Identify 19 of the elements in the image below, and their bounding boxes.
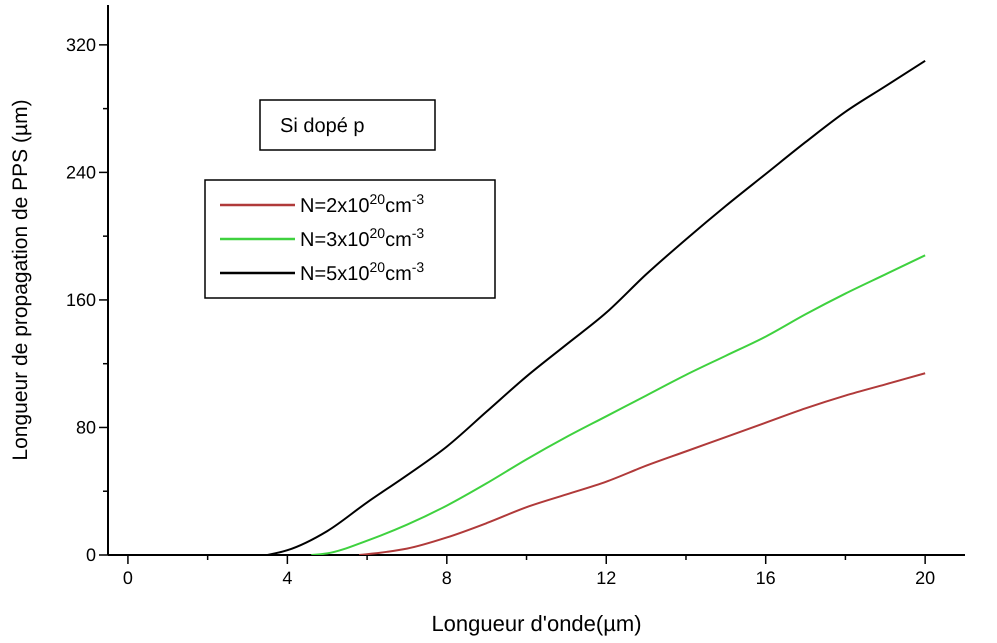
x-tick-label: 12 — [596, 568, 616, 588]
line-series — [358, 372, 926, 555]
legend-label: N=2x10$^{20}$cm$^{-3}$ — [300, 191, 424, 217]
y-tick-label: 80 — [76, 417, 96, 438]
legend-label: N=3x10$^{20}$cm$^{-3}$ — [300, 225, 424, 251]
x-tick-label: 16 — [756, 568, 776, 588]
x-axis-title: Longueur d'onde(µm) — [431, 611, 642, 636]
x-tick-label: 8 — [442, 568, 452, 588]
y-tick-label: 0 — [86, 545, 96, 565]
legend-label: N=5x10$^{20}$cm$^{-3}$ — [300, 259, 424, 285]
note-frame: Si dopé p — [259, 99, 436, 151]
x-tick-label: 0 — [122, 568, 133, 588]
y-tick-label: 240 — [66, 162, 96, 182]
x-tick-label: 20 — [915, 568, 936, 588]
y-axis-title: Longueur de propagation de PPS (µm) — [9, 99, 32, 461]
y-tick-label: 320 — [66, 34, 96, 55]
annotation: Si dopé p — [280, 115, 365, 137]
x-tick-label: 4 — [282, 568, 292, 588]
y-tick-label: 160 — [66, 290, 96, 310]
